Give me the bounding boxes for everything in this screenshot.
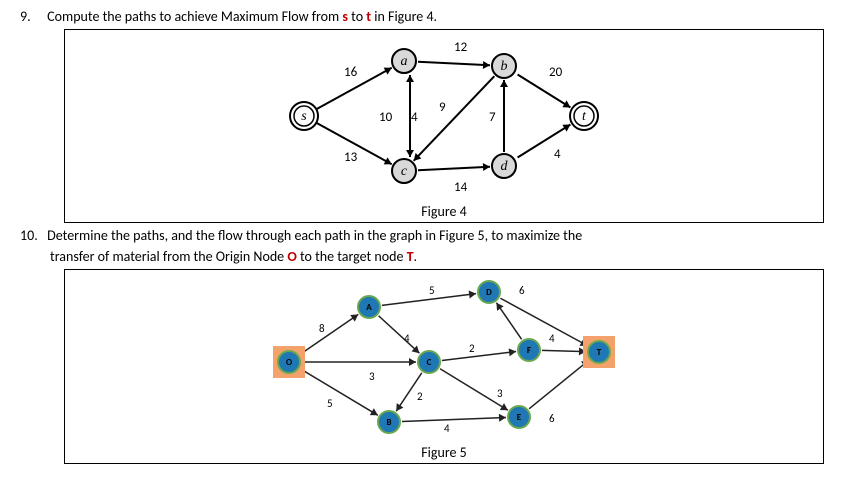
svg-text:a: a [401, 54, 408, 69]
figure-4-caption: Figure 4 [65, 203, 823, 220]
svg-text:4: 4 [554, 147, 561, 162]
q9-number: 9. [20, 8, 44, 25]
svg-text:13: 13 [344, 150, 358, 165]
svg-text:2: 2 [469, 342, 475, 355]
svg-text:6: 6 [519, 284, 525, 297]
svg-text:O: O [286, 357, 292, 368]
q10-number: 10. [20, 227, 44, 244]
figure-5-graph: 8 5 3 4 5 4 2 2 3 6 6 4 O A B C D E F T [239, 272, 649, 442]
svg-text:D: D [486, 287, 492, 298]
question-10-text: 10. Determine the paths, and the flow th… [20, 227, 835, 244]
svg-text:20: 20 [549, 65, 563, 80]
svg-text:14: 14 [454, 180, 468, 195]
svg-text:9: 9 [439, 100, 446, 115]
svg-text:F: F [527, 345, 531, 356]
q10-O: O [287, 248, 296, 265]
svg-text:b: b [501, 59, 508, 74]
svg-text:7: 7 [489, 110, 496, 125]
svg-text:10: 10 [379, 110, 393, 125]
q10-T: T [407, 248, 414, 265]
q10-line2b: to the target node [297, 248, 407, 265]
svg-text:12: 12 [454, 40, 468, 55]
svg-text:5: 5 [429, 284, 435, 297]
svg-text:C: C [427, 357, 432, 368]
svg-text:A: A [366, 302, 372, 313]
svg-text:E: E [517, 412, 522, 423]
q9-text-b: to [348, 8, 366, 25]
question-10-text-cont: transfer of material from the Origin Nod… [50, 248, 835, 265]
svg-text:d: d [501, 159, 509, 174]
q10-line2c: . [414, 248, 418, 265]
svg-text:4: 4 [411, 110, 418, 125]
svg-text:5: 5 [327, 397, 333, 410]
svg-text:B: B [386, 417, 391, 428]
svg-text:c: c [401, 164, 408, 179]
svg-text:3: 3 [369, 370, 375, 383]
svg-text:6: 6 [549, 412, 555, 425]
figure-5-caption: Figure 5 [65, 444, 823, 461]
figure-4-graph: 1613121041497204sabcdt [244, 36, 644, 201]
svg-text:4: 4 [549, 332, 555, 345]
q10-line1: Determine the paths, and the flow throug… [47, 227, 582, 244]
svg-text:2: 2 [417, 390, 423, 403]
svg-text:T: T [597, 347, 602, 358]
q10-line2a: transfer of material from the Origin Nod… [50, 248, 287, 265]
svg-text:s: s [301, 109, 307, 124]
q9-text-c: in Figure 4. [371, 8, 437, 25]
svg-text:4: 4 [404, 332, 410, 345]
svg-text:8: 8 [319, 322, 325, 335]
svg-text:16: 16 [344, 65, 358, 80]
figure-4-box: 1613121041497204sabcdt Figure 4 [64, 29, 824, 223]
svg-text:3: 3 [497, 387, 503, 400]
figure-5-box: 8 5 3 4 5 4 2 2 3 6 6 4 O A B C D E F T Figure 5 [64, 269, 824, 464]
question-9-text: 9. Compute the paths to achieve Maximum … [20, 8, 835, 25]
svg-text:4: 4 [444, 422, 450, 435]
q9-text-a: Compute the paths to achieve Maximum Flo… [47, 8, 342, 25]
